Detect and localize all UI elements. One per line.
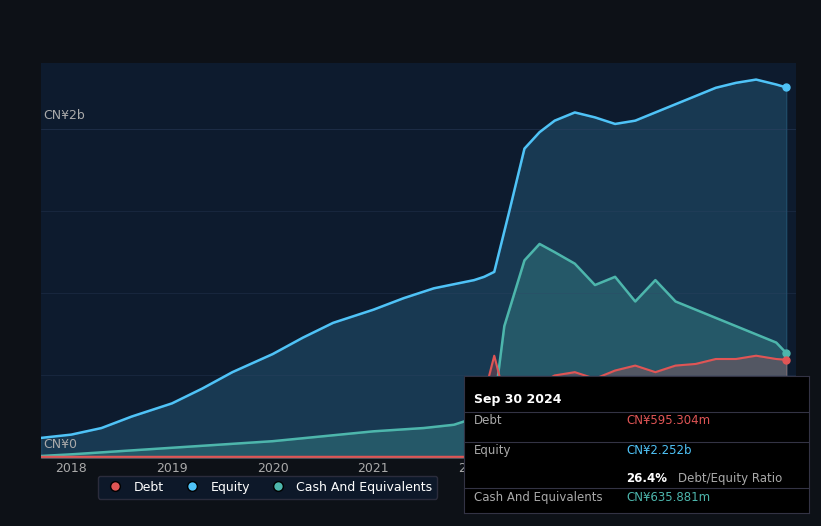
Text: Debt/Equity Ratio: Debt/Equity Ratio bbox=[677, 472, 782, 485]
Text: CN¥595.304m: CN¥595.304m bbox=[626, 414, 710, 428]
Text: Debt: Debt bbox=[475, 414, 502, 428]
Text: Equity: Equity bbox=[475, 444, 511, 458]
Text: Cash And Equivalents: Cash And Equivalents bbox=[475, 491, 603, 504]
Text: CN¥2b: CN¥2b bbox=[43, 109, 85, 123]
Text: CN¥635.881m: CN¥635.881m bbox=[626, 491, 710, 504]
Legend: Debt, Equity, Cash And Equivalents: Debt, Equity, Cash And Equivalents bbox=[98, 476, 438, 499]
Text: CN¥0: CN¥0 bbox=[43, 438, 77, 451]
Text: CN¥2.252b: CN¥2.252b bbox=[626, 444, 691, 458]
Text: Sep 30 2024: Sep 30 2024 bbox=[475, 392, 562, 406]
Text: 26.4%: 26.4% bbox=[626, 472, 667, 485]
